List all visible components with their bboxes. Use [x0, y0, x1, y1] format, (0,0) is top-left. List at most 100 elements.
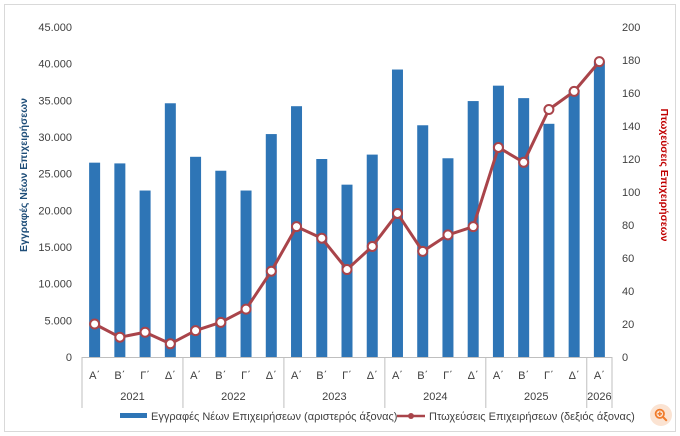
x-axis: Α΄ Β΄ Γ΄ Δ΄ Α΄ Β΄ Γ΄ Δ΄ Α΄ Β΄ Γ΄ Δ΄ Α΄ Β΄ Γ΄ Δ΄ Α΄ Β΄ Γ΄ Δ΄… — [81, 357, 613, 408]
right-tick-label: 20 — [622, 319, 634, 331]
bar — [89, 162, 101, 357]
right-tick-label: 180 — [622, 55, 640, 67]
year-label: 2026 — [587, 391, 611, 403]
x-tick-label: Α΄ — [89, 370, 100, 382]
right-tick-label: 160 — [622, 88, 640, 100]
line-point — [291, 221, 303, 233]
left-tick-label: 15.000 — [38, 242, 72, 254]
x-tick-label: Α΄ — [392, 370, 403, 382]
left-tick-label: 45.000 — [38, 22, 72, 34]
left-tick-label: 30.000 — [38, 132, 72, 144]
bar — [164, 103, 176, 358]
line-point — [417, 245, 429, 257]
line-point — [518, 156, 530, 168]
zoom-in-icon — [654, 408, 668, 422]
year-label: 2025 — [524, 391, 548, 403]
line-point — [265, 265, 277, 277]
line-point — [215, 316, 227, 328]
bar — [240, 190, 252, 357]
x-tick-label: Β΄ — [215, 370, 226, 382]
right-tick-label: 0 — [622, 352, 628, 364]
left-axis-ticks: 0 5.000 10.000 15.000 20.000 25.000 30.000 35.0… — [38, 22, 72, 364]
year-label: 2023 — [322, 391, 346, 403]
legend-swatch-marker — [408, 413, 414, 419]
bar — [265, 134, 277, 357]
x-tick-label: Γ΄ — [544, 370, 554, 382]
line-point — [568, 85, 580, 97]
bar — [366, 154, 378, 357]
right-tick-label: 200 — [622, 22, 640, 34]
line-point — [139, 326, 151, 338]
bar — [543, 123, 555, 357]
x-tick-label: Γ΄ — [342, 370, 352, 382]
x-tick-label: Δ΄ — [367, 370, 378, 382]
line-point — [341, 264, 353, 276]
year-label: 2021 — [120, 391, 144, 403]
x-tick-label: Δ΄ — [165, 370, 176, 382]
year-label: 2022 — [221, 391, 245, 403]
bar — [492, 85, 504, 358]
bar — [442, 158, 454, 357]
line-series — [89, 56, 605, 350]
x-tick-label: Β΄ — [114, 370, 125, 382]
line-point — [89, 318, 101, 330]
left-axis-title: Εγγραφές Νέων Επιχειρήσεων — [18, 98, 30, 252]
x-tick-label: Δ΄ — [569, 370, 580, 382]
right-tick-label: 80 — [622, 220, 634, 232]
line-point — [114, 331, 126, 343]
bar — [593, 61, 605, 357]
line-point — [492, 141, 504, 153]
x-tick-label: Γ΄ — [241, 370, 251, 382]
right-tick-label: 40 — [622, 286, 634, 298]
bar — [139, 190, 151, 357]
right-axis-title: Πτωχεύσεις Επιχειρήσεων — [658, 109, 670, 242]
left-tick-label: 40.000 — [38, 59, 72, 71]
x-tick-label: Α΄ — [594, 370, 605, 382]
x-tick-label: Α΄ — [493, 370, 504, 382]
x-tick-label: Δ΄ — [266, 370, 277, 382]
year-label: 2024 — [423, 391, 447, 403]
right-axis-ticks: 0 20 40 60 80 100 120 140 160 180 200 — [622, 22, 640, 364]
line-point — [467, 221, 479, 233]
line-point — [366, 240, 378, 252]
line-point — [240, 303, 252, 315]
x-tick-label: Β΄ — [518, 370, 529, 382]
legend-label-line: Πτωχεύσεις Επιχειρήσεων (δεξιός άξονας) — [429, 411, 635, 423]
x-tick-label: Γ΄ — [443, 370, 453, 382]
right-tick-label: 100 — [622, 187, 640, 199]
bar — [114, 163, 126, 357]
right-tick-label: 120 — [622, 154, 640, 166]
x-tick-label: Α΄ — [291, 370, 302, 382]
left-tick-label: 25.000 — [38, 169, 72, 181]
left-tick-label: 35.000 — [38, 95, 72, 107]
x-tick-label: Δ΄ — [468, 370, 479, 382]
zoom-in-button[interactable] — [650, 404, 672, 426]
x-tick-label: Α΄ — [190, 370, 201, 382]
left-tick-label: 20.000 — [38, 205, 72, 217]
bar — [190, 156, 202, 357]
legend-swatch-bar — [120, 413, 147, 418]
bar — [215, 170, 227, 357]
right-tick-label: 140 — [622, 121, 640, 133]
x-tick-label: Β΄ — [417, 370, 428, 382]
x-tick-label: Β΄ — [316, 370, 327, 382]
line-point — [316, 232, 328, 244]
bar — [316, 159, 328, 357]
x-tick-label: Γ΄ — [140, 370, 150, 382]
legend: Εγγραφές Νέων Επιχειρήσεων (αριστερός άξ… — [120, 411, 635, 423]
left-tick-label: 5.000 — [44, 315, 72, 327]
line-point — [164, 338, 176, 350]
bar — [518, 98, 530, 357]
left-tick-label: 0 — [66, 352, 72, 364]
line-point — [391, 207, 403, 219]
bar — [568, 90, 580, 358]
bar — [417, 125, 429, 358]
left-tick-label: 10.000 — [38, 279, 72, 291]
legend-label-bar: Εγγραφές Νέων Επιχειρήσεων (αριστερός άξ… — [151, 411, 397, 423]
line-point — [543, 104, 555, 115]
line-point — [190, 325, 202, 337]
line-point — [442, 229, 454, 241]
line-point — [593, 56, 605, 68]
